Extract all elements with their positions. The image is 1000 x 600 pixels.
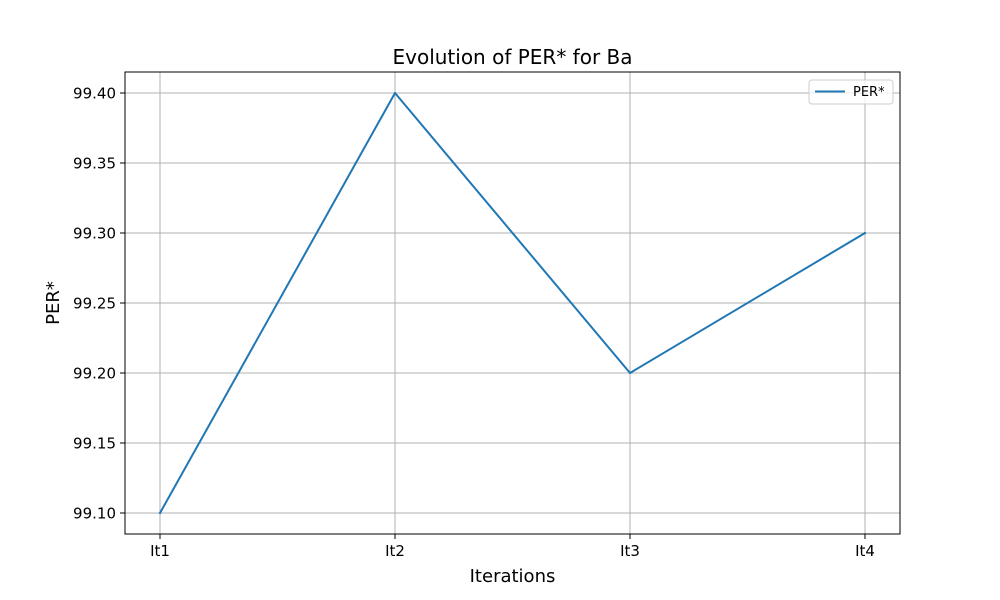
legend-label: PER* [853, 85, 885, 100]
data-point [159, 512, 161, 514]
y-tick-label: 99.30 [73, 225, 116, 243]
x-tick-label: It2 [385, 542, 405, 560]
legend-box [808, 79, 894, 105]
y-tick-label: 99.25 [73, 295, 116, 313]
y-tick-label: 99.35 [73, 155, 116, 173]
series-layer [158, 92, 867, 515]
data-point [394, 92, 396, 94]
y-axis-label: PER* [43, 281, 64, 325]
legend: PER* [808, 79, 894, 105]
chart-title: Evolution of PER* for Ba [392, 45, 632, 69]
y-tick-label: 99.40 [73, 85, 116, 103]
series-line [158, 92, 867, 515]
data-point [864, 232, 866, 234]
x-tick-label: It3 [620, 542, 640, 560]
y-tick-label: 99.10 [73, 505, 116, 523]
x-tick-label: It4 [855, 542, 875, 560]
data-point [629, 372, 631, 374]
x-axis-label: Iterations [470, 566, 556, 587]
y-tick-label: 99.20 [73, 365, 116, 383]
y-axis-ticks: 99.10 99.15 99.20 99.25 99.30 99.35 99.40 [73, 85, 125, 523]
y-tick-label: 99.15 [73, 435, 116, 453]
x-axis-ticks: It1 It2 It3 It4 [150, 534, 875, 560]
grid-lines [125, 72, 900, 534]
x-tick-label: It1 [150, 542, 170, 560]
